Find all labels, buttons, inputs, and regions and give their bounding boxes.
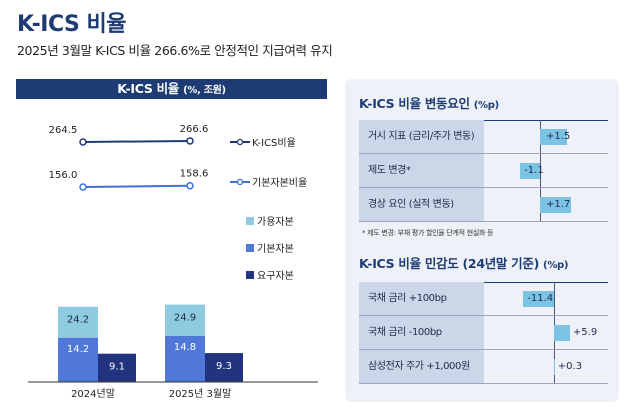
available-capital-bar [58,306,98,338]
line-value-label: 158.6 [180,169,209,180]
required-value-label: 9.3 [216,361,232,372]
sensitivity-unit: (%p) [543,260,569,271]
line-point [79,138,87,146]
bar-legend-swatch [246,244,254,252]
sensitivity-row-label: 국채 금리 -100bp [359,316,484,349]
x-axis-label: 2024년말 [71,388,115,400]
change-factors-title-text: K-ICS 비율 변동요인 [359,96,470,111]
basic-value-label: 14.8 [174,342,196,353]
line-value-label: 156.0 [49,170,78,181]
sensitivity-value-label: -11.4 [527,293,554,304]
sensitivity-row: 삼성전자 주가 +1,000원 [359,350,608,384]
available-value-label: 24.2 [67,315,89,326]
sensitivity-row: 국채 금리 +100bp [359,282,608,316]
required-capital-bar [98,353,136,382]
basic-value-label: 14.2 [67,344,89,355]
page-subtitle: 2025년 3월말 K-ICS 비율 266.6%로 안정적인 지급여력 유지 [17,43,333,58]
factors-value-label: -1.1 [524,165,544,176]
legend-marker [236,138,244,146]
sensitivity-value-label: +5.9 [572,327,598,338]
line-1 [82,184,191,188]
line-value-label: 264.5 [49,125,78,136]
factors-row: 거시 지표 (금리/주가 변동) [359,120,608,154]
line-point [186,181,194,190]
factors-row-label: 경상 요인 (실적 변동) [359,188,484,221]
factors-row: 경상 요인 (실적 변동) [359,188,608,222]
sensitivity-bar [554,359,555,375]
required-capital-bar [205,353,243,382]
factors-row: 제도 변경* [359,154,608,188]
line-point [79,183,87,191]
line-value-label: 266.6 [180,124,209,135]
sensitivity-bar [523,291,554,307]
factors-value-label: +1.5 [546,131,571,142]
bar-legend-label: 기본자본 [257,243,294,255]
bar-legend-swatch [246,217,254,225]
basic-capital-bar [58,337,98,382]
kics-chart-header-title: K-ICS 비율 [117,81,179,96]
kics-chart-header-unit: (%, 조원) [183,85,226,96]
required-value-label: 9.1 [109,362,125,373]
available-capital-bar [165,304,205,336]
change-factors-title: K-ICS 비율 변동요인 (%p) [359,93,499,112]
sensitivity-row-label: 국채 금리 +100bp [359,282,484,315]
sensitivity-title-text: K-ICS 비율 민감도 (24년말 기준) [359,256,539,271]
factors-value-label: +1.7 [546,199,571,210]
kics-chart-header: K-ICS 비율 (%, 조원) [16,79,327,99]
change-factors-note: * 제도 변경: 부채 평가 할인율 단계적 현실화 등 [362,229,494,237]
factors-row-label: 제도 변경* [359,154,484,187]
available-value-label: 24.9 [174,313,196,324]
factors-zero-axis [540,120,541,222]
change-factors-unit: (%p) [473,100,499,111]
basic-capital-bar [165,335,205,382]
kics-ratio-chart: 264.5 266.6 K-ICS비율 156.0 158.6 기본자본비율 24.2 14.… [28,124,318,400]
line-point [186,137,194,145]
bar-legend-label: 가용자본 [257,216,294,228]
sensitivity-value-label: +0.3 [557,361,583,372]
x-axis-label: 2025년 3월말 [169,388,232,400]
sensitivity-bar [554,325,570,341]
sensitivity-row-label: 삼성전자 주가 +1,000원 [359,350,484,383]
bar-legend-label: 요구자본 [257,270,294,282]
factors-bar [520,163,540,179]
factors-bar [540,197,571,213]
legend-marker [236,178,244,186]
line-0 [82,139,191,143]
legend-label: K-ICS비율 [252,137,296,149]
factors-bar [540,129,567,145]
sensitivity-title: K-ICS 비율 민감도 (24년말 기준) (%p) [359,253,568,272]
sensitivity-row: 국채 금리 -100bp [359,316,608,350]
page-title: K-ICS 비율 [17,12,127,37]
legend-label: 기본자본비율 [252,177,307,189]
factors-row-label: 거시 지표 (금리/주가 변동) [359,120,484,153]
bar-legend-swatch [246,271,254,279]
